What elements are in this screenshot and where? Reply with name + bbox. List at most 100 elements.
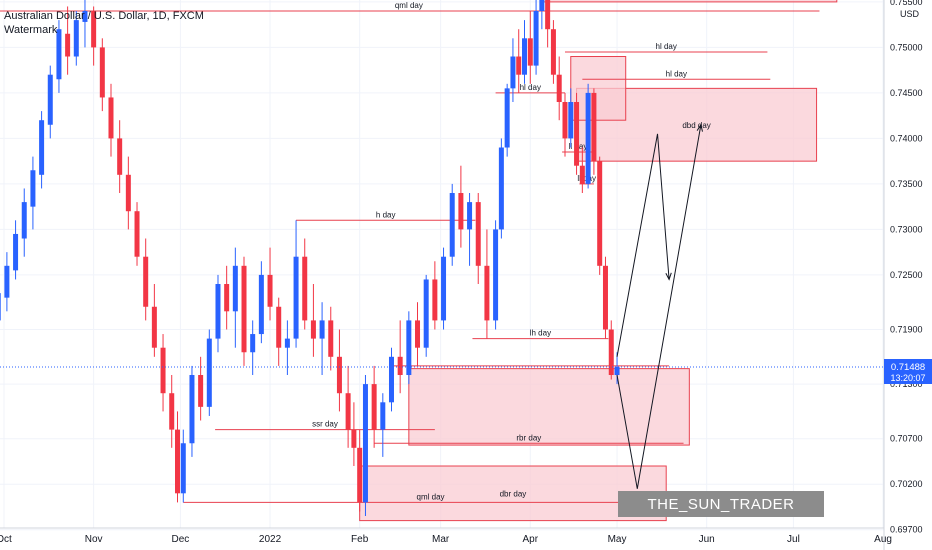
candle-body[interactable] [432, 279, 438, 321]
candle-body[interactable] [527, 38, 533, 66]
candle-body[interactable] [21, 202, 27, 239]
candle-body[interactable] [351, 429, 357, 448]
candle-body[interactable] [250, 334, 256, 353]
candle-body[interactable] [602, 265, 608, 330]
candle-body[interactable] [258, 274, 264, 335]
candle-body[interactable] [579, 165, 585, 184]
candle-body[interactable] [73, 20, 79, 57]
candle-body[interactable] [362, 384, 368, 503]
candle-body[interactable] [215, 284, 221, 339]
candle-body[interactable] [484, 265, 490, 321]
candle-body[interactable] [30, 170, 36, 207]
candle-body[interactable] [556, 74, 562, 103]
candle-body[interactable] [134, 211, 140, 257]
candle-body[interactable] [47, 74, 53, 125]
candle-body[interactable] [397, 356, 403, 376]
price-tick-label: 0.73000 [890, 224, 923, 234]
candle-body[interactable] [99, 47, 105, 98]
candle-body[interactable] [562, 102, 568, 139]
candle-body[interactable] [441, 256, 447, 321]
candle-body[interactable] [614, 366, 620, 376]
candle-body[interactable] [545, 0, 551, 30]
candle-body[interactable] [143, 256, 149, 307]
price-tick-label: 0.74000 [890, 133, 923, 143]
candle-body[interactable] [597, 161, 603, 266]
price-tick-label: 0.69700 [890, 525, 923, 535]
candle-body[interactable] [458, 193, 464, 230]
chart-title: Australian Dollar / U.S. Dollar, 1D, FXC… [4, 10, 204, 22]
candle-body[interactable] [39, 120, 45, 175]
currency-label: USD [900, 9, 920, 19]
candle-body[interactable] [345, 393, 351, 430]
candle-body[interactable] [0, 293, 1, 321]
candle-body[interactable] [516, 56, 522, 75]
candle-body[interactable] [539, 0, 545, 12]
candle-body[interactable] [591, 92, 597, 162]
candle-body[interactable] [357, 447, 363, 503]
candle-body[interactable] [504, 88, 510, 148]
candle-body[interactable] [108, 97, 114, 139]
candle-body[interactable] [310, 320, 316, 339]
candle-body[interactable] [568, 102, 574, 139]
candle-body[interactable] [328, 320, 334, 357]
candle-body[interactable] [467, 202, 473, 230]
candle-body[interactable] [198, 375, 204, 407]
candle-body[interactable] [406, 320, 412, 376]
candle-body[interactable] [475, 202, 481, 266]
price-tick-label: 0.72500 [890, 270, 923, 280]
candle-body[interactable] [302, 256, 308, 321]
candle-body[interactable] [522, 38, 528, 75]
candle-body[interactable] [380, 402, 386, 430]
candle-body[interactable] [336, 356, 342, 394]
candle-body[interactable] [56, 29, 62, 80]
candle-body[interactable] [224, 284, 230, 312]
candle-body[interactable] [160, 347, 166, 394]
candle-body[interactable] [117, 138, 123, 175]
candle-body[interactable] [423, 279, 429, 348]
supply-demand-zone[interactable] [359, 465, 667, 522]
candle-body[interactable] [232, 265, 238, 312]
projection-path[interactable] [616, 124, 702, 489]
candle-body[interactable] [13, 233, 19, 271]
candle-body[interactable] [91, 11, 97, 48]
projection-path[interactable] [616, 133, 670, 357]
candle-body[interactable] [4, 265, 10, 298]
candle-body[interactable] [189, 375, 195, 444]
candle-body[interactable] [284, 338, 290, 348]
price-tick-label: 0.73500 [890, 179, 923, 189]
candle-body[interactable] [151, 306, 157, 348]
candle-body[interactable] [180, 443, 186, 494]
candle-body[interactable] [319, 320, 325, 339]
candle-body[interactable] [608, 329, 614, 376]
candle-body[interactable] [371, 384, 377, 430]
candle-body[interactable] [550, 29, 556, 75]
time-tick-label: Feb [351, 534, 369, 545]
candle-body[interactable] [574, 102, 580, 166]
candle-body[interactable] [533, 11, 539, 66]
candle-body[interactable] [388, 356, 394, 403]
candle-body[interactable] [206, 338, 212, 407]
time-tick-label: May [608, 534, 627, 545]
candle-body[interactable] [415, 320, 421, 348]
candle-body[interactable] [241, 265, 247, 353]
current-price-tag[interactable] [884, 359, 932, 384]
supply-demand-zone[interactable] [408, 368, 690, 446]
candle-body[interactable] [510, 56, 516, 89]
level-label: hl day [520, 83, 541, 92]
level-label: qml day [395, 1, 423, 10]
candle-body[interactable] [267, 274, 273, 307]
candle-body[interactable] [169, 393, 175, 430]
candle-body[interactable] [449, 193, 455, 257]
candle-body[interactable] [293, 256, 299, 339]
candle-body[interactable] [493, 229, 499, 321]
candle-body[interactable] [175, 429, 181, 494]
candle-body[interactable] [125, 174, 131, 212]
candle-body[interactable] [585, 92, 591, 184]
candle-body[interactable] [82, 11, 88, 22]
candle-body[interactable] [276, 306, 282, 348]
time-tick-label: 2022 [259, 534, 282, 545]
candle-body[interactable] [498, 147, 504, 230]
supply-demand-zone[interactable] [541, 0, 838, 3]
candle-body[interactable] [65, 33, 71, 57]
